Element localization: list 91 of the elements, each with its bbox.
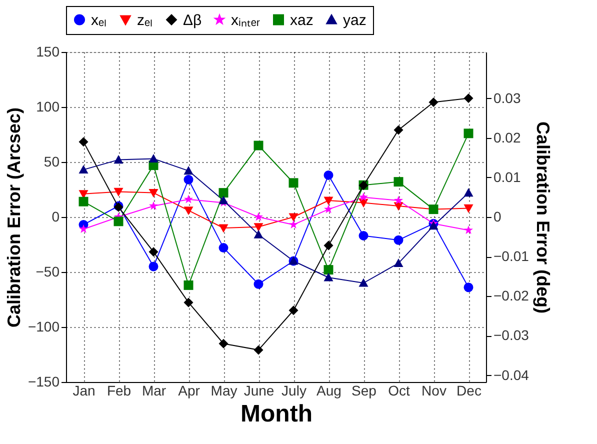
point [184, 298, 194, 308]
point [324, 196, 334, 206]
x-tick-label: Mar [142, 382, 166, 398]
legend-label: xaz [290, 12, 314, 29]
point [394, 258, 404, 267]
y-tick-label: 50 [44, 154, 60, 170]
point [288, 178, 298, 188]
y2-tick-label: −0.03 [494, 327, 530, 344]
point [288, 220, 298, 229]
point [218, 243, 228, 253]
legend-label: yaz [343, 12, 366, 29]
y2-axis-title: Calibration Error (deg) [532, 121, 553, 314]
x-tick-label: Aug [316, 382, 342, 398]
point [148, 154, 158, 162]
y-tick-label: −50 [36, 264, 60, 280]
y-tick-label: 0 [52, 208, 60, 224]
point [184, 194, 194, 204]
point [114, 216, 124, 226]
point [78, 137, 88, 147]
point [394, 235, 404, 245]
point [254, 345, 264, 355]
point [324, 204, 334, 214]
y2-tick-label: −0.01 [494, 248, 530, 264]
point [464, 94, 474, 104]
point [428, 98, 438, 107]
point [148, 262, 158, 272]
point [464, 188, 474, 197]
legend-label: zₑₗ [137, 12, 154, 29]
point [324, 265, 334, 275]
x-tick-label: May [210, 382, 238, 398]
point [218, 188, 228, 198]
point [464, 204, 474, 213]
legend-label: xₑₗ [91, 12, 108, 29]
point [288, 213, 298, 222]
x-tick-label: Oct [388, 382, 410, 398]
point [78, 164, 88, 174]
y2-tick-label: 0 [494, 208, 502, 224]
x-tick-label: Sep [352, 382, 377, 398]
x-tick-label: Dec [456, 382, 482, 398]
point [288, 306, 298, 316]
point [218, 224, 228, 233]
point [148, 247, 158, 257]
point [218, 338, 228, 348]
point [464, 128, 474, 138]
point [184, 280, 194, 290]
point [428, 221, 438, 230]
point [218, 196, 228, 204]
point [148, 201, 158, 210]
point [464, 225, 474, 234]
point [184, 206, 194, 216]
y2-tick-label: 0.03 [494, 90, 521, 106]
x-tick-label: June [244, 382, 274, 398]
point [254, 140, 264, 150]
y2-tick-label: −0.04 [494, 366, 530, 383]
point [114, 155, 124, 164]
point [114, 188, 124, 196]
y-tick-label: −100 [28, 318, 60, 334]
point [358, 192, 368, 202]
point [394, 125, 404, 135]
y-tick-label: 100 [36, 98, 60, 114]
y-tick-label: 150 [36, 44, 60, 60]
point [394, 196, 404, 204]
point [254, 230, 264, 238]
point [78, 224, 88, 233]
y-axis-title: Calibration Error (Arcsec) [4, 107, 24, 328]
point [184, 166, 194, 175]
point [184, 174, 194, 184]
point [254, 223, 264, 232]
y2-tick-label: 0.01 [494, 168, 521, 185]
x-tick-label: Feb [106, 382, 132, 398]
point [324, 272, 334, 282]
point [148, 189, 158, 198]
point [78, 196, 88, 206]
point [324, 240, 334, 250]
y-tick-label: −150 [28, 374, 60, 390]
point [358, 230, 368, 240]
point [358, 278, 368, 287]
point [464, 282, 474, 292]
x-tick-label: July [282, 382, 306, 398]
point [324, 170, 334, 180]
x-tick-label: Jan [72, 382, 96, 398]
y2-tick-label: −0.02 [494, 288, 530, 304]
legend-label: Δβ [183, 12, 202, 29]
x-tick-label: Apr [178, 382, 200, 398]
x-tick-label: Nov [422, 382, 446, 398]
x-axis-title: Month [240, 400, 312, 428]
y2-tick-label: 0.02 [494, 129, 521, 146]
point [254, 212, 264, 221]
legend-label: xᵢₙₜₑᵣ [231, 12, 260, 29]
point [394, 177, 404, 187]
point [254, 279, 264, 289]
